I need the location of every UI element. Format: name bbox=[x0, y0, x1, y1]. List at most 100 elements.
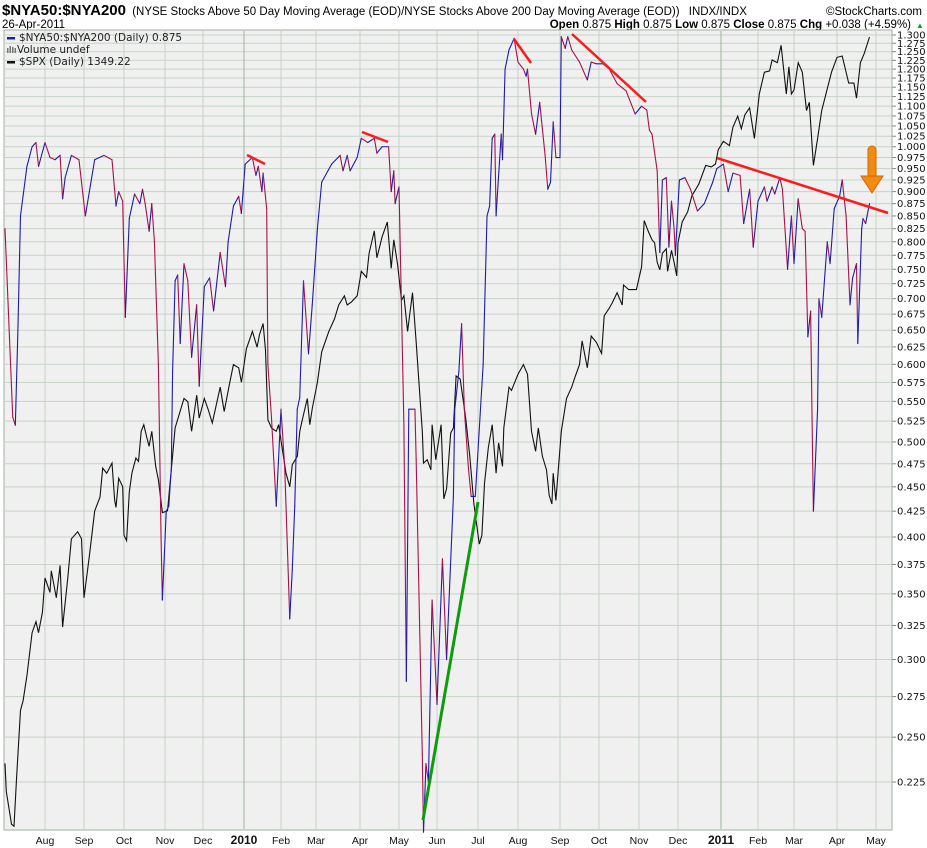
ratio-segment-up bbox=[321, 163, 333, 183]
ratio-segment-up bbox=[839, 179, 843, 197]
y-tick-label: 0.425 bbox=[897, 507, 926, 518]
plot-area bbox=[3, 29, 893, 831]
ratio-segment-up bbox=[501, 68, 506, 161]
ratio-segment-down bbox=[238, 195, 242, 215]
ratio-segment-down bbox=[567, 36, 573, 51]
ratio-segment-down bbox=[571, 49, 581, 63]
ratio-segment-up bbox=[821, 241, 828, 318]
ratio-segment-down bbox=[160, 536, 163, 601]
ratio-segment-up bbox=[296, 396, 301, 410]
ratio-segment-up bbox=[198, 286, 205, 387]
ratio-segment-down bbox=[656, 170, 661, 254]
ratio-segment-up bbox=[148, 203, 153, 232]
ratio-segment-up bbox=[203, 277, 211, 288]
ratio-segment-down bbox=[360, 137, 369, 144]
ratio-segment-down bbox=[398, 186, 405, 426]
trendline-red bbox=[361, 130, 389, 144]
exchange-label: INDX/INDX bbox=[689, 6, 747, 18]
ratio-segment-down bbox=[467, 467, 472, 497]
ratio-segment-up bbox=[817, 298, 820, 410]
ratio-segment-down bbox=[616, 82, 627, 92]
y-tick-label: 0.275 bbox=[897, 692, 926, 703]
y-tick-label: 0.375 bbox=[897, 560, 926, 571]
open-value: 0.875 bbox=[582, 19, 611, 31]
ratio-segment-down bbox=[539, 101, 546, 156]
x-tick-label: Aug bbox=[36, 835, 55, 847]
y-tick-label: 1.050 bbox=[897, 121, 926, 132]
ratio-segment-down bbox=[251, 156, 257, 176]
chart-title-line: $NYA50:$NYA200 (NYSE Stocks Above 50 Day… bbox=[2, 2, 747, 19]
ratio-segment-down bbox=[219, 252, 227, 288]
ratio-segment-up bbox=[849, 277, 854, 306]
y-tick-label: 0.700 bbox=[897, 294, 926, 305]
y-tick-label: 1.150 bbox=[897, 83, 926, 94]
ratio-segment-up bbox=[703, 181, 714, 205]
ratio-segment-down bbox=[157, 363, 162, 538]
y-tick-label: 0.925 bbox=[897, 175, 926, 186]
ratio-segment-down bbox=[608, 68, 618, 85]
brand-logo[interactable]: ©StockCharts.com bbox=[826, 6, 922, 18]
ratio-segment-up bbox=[165, 505, 170, 512]
y-tick-label: 1.175 bbox=[897, 74, 926, 85]
ratio-segment-down bbox=[44, 141, 51, 159]
ratio-segment-up bbox=[857, 228, 863, 345]
ratio-segment-down bbox=[517, 61, 524, 70]
ratio-segment-down bbox=[302, 280, 310, 355]
ratio-segment-up bbox=[549, 121, 554, 183]
ratio-segment-up bbox=[489, 137, 493, 207]
ratio-segment-down bbox=[818, 298, 823, 318]
ratio-segment-up bbox=[139, 188, 144, 205]
y-tick-label: 0.600 bbox=[897, 360, 926, 371]
ratio-segment-down bbox=[209, 277, 215, 312]
ratio-segment-down bbox=[134, 193, 141, 205]
ratio-segment-up bbox=[356, 137, 362, 159]
ratio-segment-up bbox=[727, 172, 734, 193]
ratio-segment-down bbox=[177, 274, 181, 345]
ratio-segment-up bbox=[452, 408, 456, 497]
ratio-segment-up bbox=[486, 205, 491, 217]
ratio-segment-up bbox=[716, 163, 724, 170]
x-axis: Aug Sep Oct Nov Dec 2010 Feb Mar Apr May Jun Jul Aug… bbox=[36, 833, 887, 847]
y-tick-label: 1.125 bbox=[897, 92, 926, 103]
ratio-segment-up bbox=[454, 370, 460, 410]
ratio-segment-up bbox=[661, 177, 667, 181]
y-tick-label: 1.025 bbox=[897, 132, 926, 143]
ratio-segment-up bbox=[31, 141, 37, 148]
x-tick-label: 2011 bbox=[708, 833, 734, 847]
ratio-segment-down bbox=[183, 263, 189, 282]
ratio-segment-up bbox=[757, 186, 765, 202]
y-tick-label: 0.575 bbox=[897, 378, 926, 389]
y-tick-label: 0.500 bbox=[897, 437, 926, 448]
ratio-segment-up bbox=[678, 177, 686, 181]
ratio-segment-up bbox=[390, 170, 395, 193]
close-value: 0.875 bbox=[768, 19, 797, 31]
ratio-segment-down bbox=[151, 203, 155, 243]
ratio-segment-down bbox=[552, 121, 557, 159]
ratio-segment-up bbox=[299, 280, 305, 399]
y-tick-label: 0.650 bbox=[897, 326, 926, 337]
ohlc-summary: Open 0.875 High 0.875 Low 0.875 Close 0.… bbox=[550, 19, 911, 31]
symbol-description: (NYSE Stocks Above 50 Day Moving Average… bbox=[132, 6, 680, 18]
ratio-segment-down bbox=[262, 172, 268, 210]
ratio-segment-down bbox=[771, 186, 776, 195]
close-label: Close bbox=[733, 19, 764, 31]
legend-swatch-ratio bbox=[7, 37, 15, 40]
legend-ratio: $NYA50:$NYA200 (Daily) 0.875 bbox=[19, 32, 182, 44]
ratio-segment-up bbox=[712, 168, 718, 183]
ratio-segment-down bbox=[267, 363, 273, 418]
ratio-segment-up bbox=[659, 179, 663, 254]
ratio-segment-down bbox=[810, 310, 813, 418]
ratio-segment-down bbox=[403, 424, 407, 682]
ratio-segment-down bbox=[393, 170, 396, 205]
x-tick-label: 2010 bbox=[231, 833, 258, 847]
y-tick-label: 0.225 bbox=[897, 778, 926, 789]
ratio-segment-up bbox=[559, 36, 562, 159]
ratio-segment-down bbox=[862, 217, 867, 225]
ratio-segment-down bbox=[522, 68, 527, 77]
ratio-segment-up bbox=[766, 186, 773, 202]
spx-series bbox=[4, 36, 871, 828]
trendline-red bbox=[716, 156, 889, 215]
ratio-segment-down bbox=[59, 154, 64, 200]
ratio-segment-up bbox=[376, 146, 383, 154]
